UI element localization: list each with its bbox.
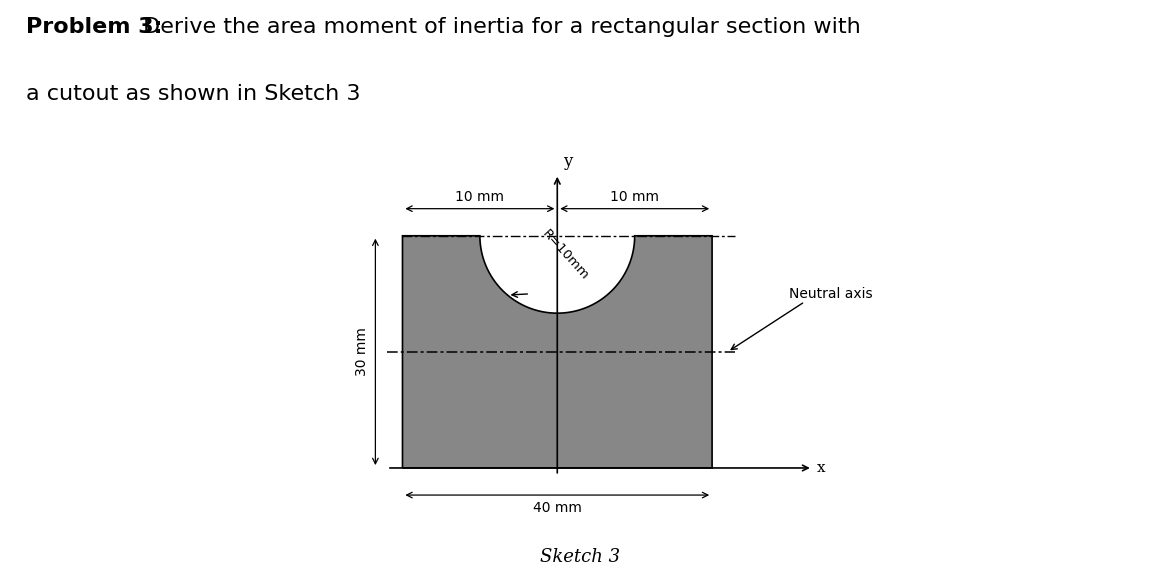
Text: 30 mm: 30 mm: [355, 328, 369, 376]
Text: R=10mm: R=10mm: [540, 227, 591, 282]
Text: Derive the area moment of inertia for a rectangular section with: Derive the area moment of inertia for a …: [136, 17, 860, 37]
Text: Sketch 3: Sketch 3: [540, 548, 621, 566]
Text: 10 mm: 10 mm: [455, 190, 504, 204]
Text: 10 mm: 10 mm: [611, 190, 659, 204]
PathPatch shape: [403, 236, 712, 468]
Text: x: x: [816, 461, 825, 475]
Text: Problem 3:: Problem 3:: [26, 17, 163, 37]
Text: a cutout as shown in Sketch 3: a cutout as shown in Sketch 3: [26, 84, 360, 104]
Text: 40 mm: 40 mm: [533, 501, 582, 515]
Text: Neutral axis: Neutral axis: [789, 287, 873, 301]
Text: y: y: [563, 153, 572, 170]
